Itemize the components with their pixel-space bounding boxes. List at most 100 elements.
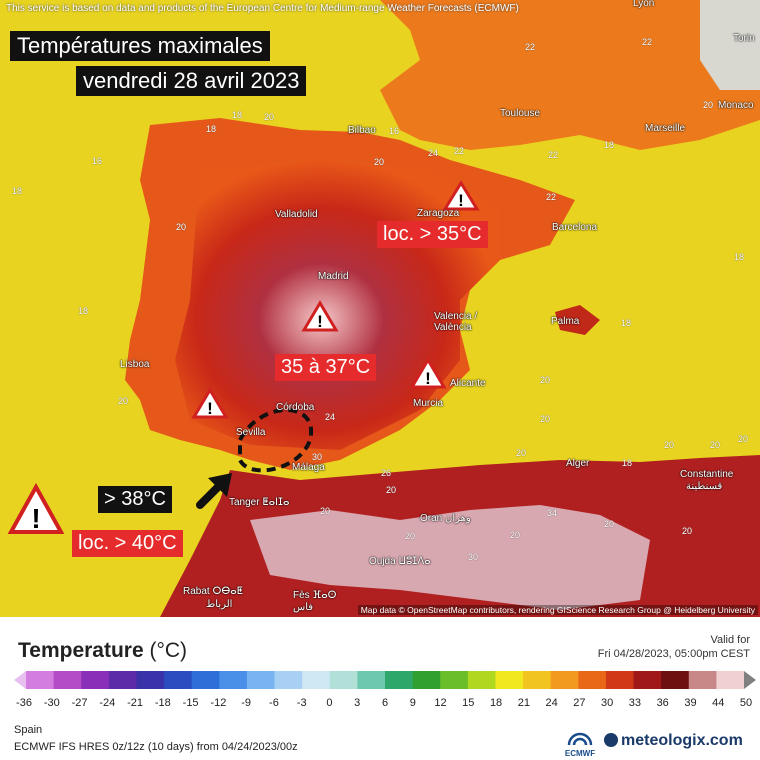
scale-segment xyxy=(274,671,303,689)
scale-segment xyxy=(302,671,331,689)
city-fes-ar: فاس xyxy=(293,602,314,613)
legend-title: Temperature (°C) xyxy=(18,639,187,663)
city-bilbao: Bilbao xyxy=(348,125,376,136)
scale-tick-label: 44 xyxy=(712,697,725,709)
scale-tick-label: -30 xyxy=(43,697,60,709)
scale-tick-label: 24 xyxy=(545,697,558,709)
region-label: Spain xyxy=(14,724,43,736)
svg-text:!: ! xyxy=(458,191,464,210)
meteologix-brand[interactable]: meteologix.com xyxy=(604,732,743,750)
scale-tick-label: -12 xyxy=(210,697,227,709)
scale-tick-label: -27 xyxy=(71,697,88,709)
annotation-local-40: loc. > 40°C xyxy=(72,530,183,557)
map-date: vendredi 28 avril 2023 xyxy=(76,66,307,96)
city-sevilla: Sevilla xyxy=(236,427,266,438)
color-scale-ticks: -36 -30 -27 -24 -21 -18 -15 -12 -9 -6 -3 0 3 6 9 12 15 18… xyxy=(14,697,756,711)
scale-segment xyxy=(219,671,248,689)
scale-tick-label: -3 xyxy=(296,697,307,709)
city-malaga: Málaga xyxy=(292,462,325,473)
map-value: 20 xyxy=(682,526,693,536)
extreme-heat-zone xyxy=(238,408,314,473)
scale-segment xyxy=(357,671,386,689)
scale-tick-label: 15 xyxy=(462,697,475,709)
map-value: 20 xyxy=(540,375,551,385)
warning-icon-murcia: ! xyxy=(409,357,447,389)
scale-segment xyxy=(633,671,662,689)
map-value: 18 xyxy=(232,110,243,120)
map-value: 24 xyxy=(325,412,336,422)
map-value: 20 xyxy=(374,157,385,167)
scale-segment xyxy=(26,671,55,689)
map-value: 18 xyxy=(12,186,23,196)
city-zaragoza: Zaragoza xyxy=(417,208,460,219)
temperature-map: ! ! ! ! ! This service is based on data … xyxy=(0,0,760,617)
map-value: 18 xyxy=(604,140,615,150)
map-canvas: ! ! ! ! ! xyxy=(0,0,760,617)
map-value: 26 xyxy=(381,468,392,478)
scale-tick-label: 6 xyxy=(381,697,389,709)
scale-tick-label: 27 xyxy=(573,697,586,709)
map-value: 22 xyxy=(642,37,653,47)
map-value: 16 xyxy=(389,126,400,136)
scale-tick-label: 30 xyxy=(601,697,614,709)
france-land xyxy=(240,0,760,150)
valid-value: Fri 04/28/2023, 05:00pm CEST xyxy=(597,648,750,660)
city-palma: Palma xyxy=(551,316,580,327)
svg-text:!: ! xyxy=(31,503,40,534)
city-rabat: Rabat ⵔⴱⴰⵟ xyxy=(183,586,243,597)
city-lisboa: Lisboa xyxy=(120,359,150,370)
scale-segment xyxy=(605,671,635,689)
scale-tick-label: -18 xyxy=(154,697,171,709)
city-torino: Torin xyxy=(733,33,755,44)
legend-title-text: Temperature xyxy=(18,639,144,662)
city-constantine-ar: قسنطينة xyxy=(686,481,723,492)
annotation-over-38: > 38°C xyxy=(98,486,172,513)
map-value: 20 xyxy=(738,434,749,444)
map-value: 22 xyxy=(454,146,465,156)
city-monaco: Monaco xyxy=(718,100,754,111)
city-cordoba: Córdoba xyxy=(276,402,315,413)
annotation-local-35: loc. > 35°C xyxy=(377,221,488,248)
city-valencia: Valencia / València xyxy=(434,311,478,333)
scale-segment xyxy=(191,671,220,689)
map-value: 20 xyxy=(176,222,187,232)
mallorca-land xyxy=(555,305,600,335)
city-alger: Alger xyxy=(566,458,590,469)
scale-segment xyxy=(412,671,441,689)
valid-label: Valid for xyxy=(710,634,750,646)
map-value: 20 xyxy=(703,100,714,110)
scale-tick-label: 21 xyxy=(517,697,530,709)
svg-text:!: ! xyxy=(207,399,213,418)
map-value: 20 xyxy=(386,485,397,495)
scale-tick-label: 33 xyxy=(628,697,642,709)
scale-segment xyxy=(164,671,193,689)
map-value: 20 xyxy=(118,396,129,406)
city-murcia: Murcia xyxy=(413,398,444,409)
map-value: 20 xyxy=(604,519,615,529)
city-toulouse: Toulouse xyxy=(500,108,541,119)
map-value: 20 xyxy=(664,440,675,450)
map-value: 20 xyxy=(516,448,527,458)
city-constantine: Constantine xyxy=(680,469,734,480)
scale-tick-label: 36 xyxy=(656,697,669,709)
warning-icon-zaragoza: ! xyxy=(442,180,480,211)
map-value: 18 xyxy=(621,318,632,328)
map-value: 22 xyxy=(548,150,559,160)
city-rabat-ar: الرباط xyxy=(206,599,233,610)
svg-text:!: ! xyxy=(317,312,323,331)
city-madrid: Madrid xyxy=(318,271,349,282)
scale-tick-label: -6 xyxy=(269,697,279,709)
scale-tick-label: 3 xyxy=(354,697,361,709)
legend-unit: (°C) xyxy=(149,639,188,662)
city-lyon: Lyon xyxy=(633,0,655,9)
scale-segment xyxy=(716,671,745,689)
map-value: 24 xyxy=(428,148,439,158)
arrow-head xyxy=(208,473,232,497)
map-value: 20 xyxy=(540,414,551,424)
scale-tick-label: -15 xyxy=(182,697,199,709)
scale-segment xyxy=(385,671,414,689)
meteologix-icon xyxy=(604,733,618,747)
color-scale-bar xyxy=(14,671,756,689)
city-alicante: Alicante xyxy=(450,378,486,389)
model-info: ECMWF IFS HRES 0z/12z (10 days) from 04/… xyxy=(14,741,298,753)
